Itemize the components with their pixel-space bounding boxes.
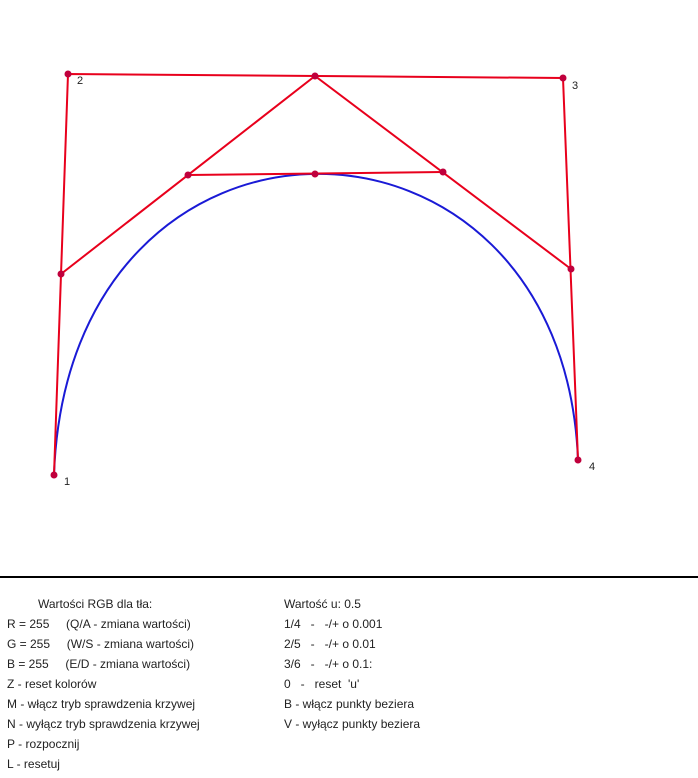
u-reset-hint: 0 - reset 'u' bbox=[284, 677, 360, 691]
bezier-points-on-hint: B - włącz punkty beziera bbox=[284, 697, 415, 711]
point-label-4: 4 bbox=[589, 461, 595, 473]
rgb-b-line: B = 255 (E/D - zmiana wartości) bbox=[7, 657, 191, 671]
reset-hint: L - resetuj bbox=[7, 757, 60, 771]
control-point-2[interactable] bbox=[64, 70, 72, 78]
rgb-g-line: G = 255 (W/S - zmiana wartości) bbox=[7, 637, 195, 651]
control-point-4[interactable] bbox=[574, 456, 582, 464]
u-value-controls: Wartość u: 0.5 1/4 - -/+ o 0.001 2/5 - -… bbox=[284, 594, 420, 734]
point-label-3: 3 bbox=[572, 80, 578, 92]
rgb-title: Wartości RGB dla tła: bbox=[38, 597, 153, 611]
casteljau-point bbox=[184, 171, 192, 179]
control-point-3[interactable] bbox=[559, 74, 567, 82]
casteljau-point bbox=[567, 265, 575, 273]
casteljau-point bbox=[57, 270, 65, 278]
u-value-title: Wartość u: 0.5 bbox=[284, 597, 361, 611]
reset-colors-hint: Z - reset kolorów bbox=[7, 677, 97, 691]
start-hint: P - rozpocznij bbox=[7, 737, 80, 751]
point-label-2: 2 bbox=[77, 75, 83, 87]
control-polygon bbox=[53, 72, 579, 476]
u-step-001-hint: 2/5 - -/+ o 0.01 bbox=[284, 637, 376, 651]
curve-point-u bbox=[311, 170, 319, 178]
drawing-canvas[interactable]: 1 2 3 4 bbox=[0, 0, 698, 576]
background-color-controls: Wartości RGB dla tła: R = 255 (Q/A - zmi… bbox=[7, 594, 200, 774]
info-panel: Wartości RGB dla tła: R = 255 (Q/A - zmi… bbox=[0, 578, 698, 778]
panel-divider bbox=[0, 576, 698, 578]
casteljau-point bbox=[311, 72, 319, 80]
check-mode-off-hint: N - wyłącz tryb sprawdzenia krzywej bbox=[7, 717, 200, 731]
u-step-0001-hint: 1/4 - -/+ o 0.001 bbox=[284, 617, 383, 631]
u-step-01-hint: 3/6 - -/+ o 0.1: bbox=[284, 657, 373, 671]
rgb-r-line: R = 255 (Q/A - zmiana wartości) bbox=[7, 617, 191, 631]
bezier-points-off-hint: V - wyłącz punkty beziera bbox=[284, 717, 421, 731]
casteljau-point bbox=[439, 168, 447, 176]
check-mode-on-hint: M - włącz tryb sprawdzenia krzywej bbox=[7, 697, 196, 711]
control-point-1[interactable] bbox=[50, 471, 58, 479]
point-label-1: 1 bbox=[64, 476, 70, 488]
